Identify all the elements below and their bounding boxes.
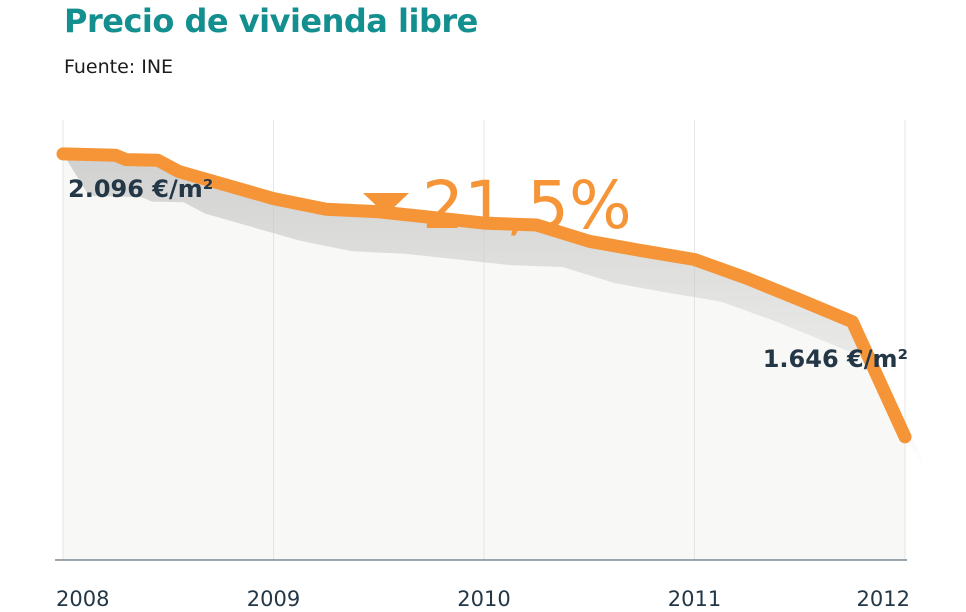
x-tick-label-2012: 2012 [857,587,910,611]
data-point-1 [109,149,122,162]
change-percentage-label: 21,5% [422,167,632,244]
end-value-label: 1.646 €/m² [763,345,908,373]
chart-source: Fuente: INE [64,56,174,78]
data-point-4 [172,165,185,178]
data-point-11 [583,235,596,248]
data-point-3 [151,154,164,167]
data-point-12 [635,244,648,257]
data-points [57,147,911,443]
data-point-15 [793,293,806,306]
x-tick-label-2008: 2008 [56,587,109,611]
down-triangle-icon [363,193,409,215]
data-point-5 [267,192,280,205]
x-axis-tick-labels: 2008 2009 2010 2011 2012 [56,587,910,611]
data-point-2 [120,153,133,166]
x-tick-label-2009: 2009 [247,587,300,611]
data-point-0 [57,147,69,160]
chart-title: Precio de vivienda libre [64,2,478,40]
line-shadow [63,153,931,479]
data-point-8 [425,211,438,224]
data-point-14 [741,272,754,285]
data-point-10 [530,219,543,231]
vertical-gridlines [62,120,906,560]
data-point-9 [478,217,490,230]
x-tick-label-2010: 2010 [457,587,510,611]
x-tick-label-2011: 2011 [668,587,721,611]
data-point-6 [320,203,333,216]
data-point-16 [846,315,859,328]
start-value-label: 2.096 €/m² [68,175,213,203]
data-point-17 [899,430,911,443]
data-point-13 [688,253,701,266]
